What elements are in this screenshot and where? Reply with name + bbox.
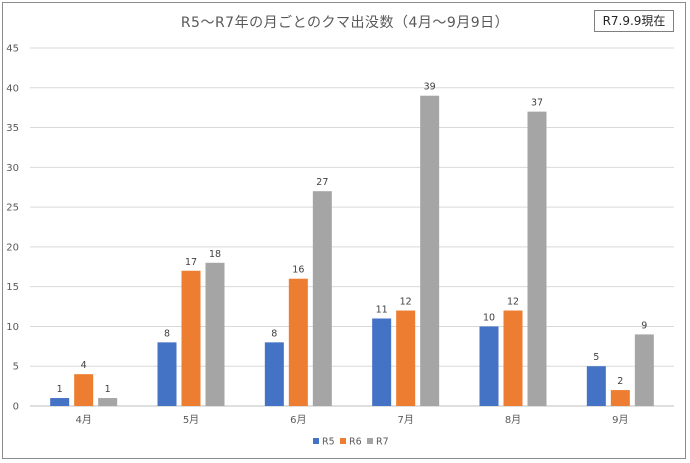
bar-R5-1	[157, 342, 177, 406]
y-tick-label: 0	[13, 402, 19, 413]
y-tick-label: 10	[6, 322, 19, 333]
data-label: 1	[105, 384, 111, 395]
bar-R6-0	[74, 374, 94, 406]
bar-R7-2	[312, 191, 332, 406]
data-label: 27	[316, 177, 328, 188]
x-tick-label: 8月	[505, 414, 521, 426]
bar-R6-4	[503, 310, 523, 406]
bar-R5-2	[264, 342, 284, 406]
legend-swatch	[367, 438, 373, 444]
data-label: 39	[424, 82, 436, 93]
bar-R6-2	[288, 278, 308, 406]
data-label: 4	[81, 360, 87, 371]
data-label: 2	[617, 376, 623, 387]
x-tick-label: 5月	[183, 414, 199, 426]
x-tick-label: 9月	[612, 414, 628, 426]
data-label: 12	[507, 297, 519, 308]
bar-R6-5	[610, 390, 630, 406]
bar-R5-4	[479, 326, 499, 406]
data-label: 9	[641, 320, 647, 331]
bar-R7-5	[634, 334, 654, 406]
data-label: 10	[483, 312, 495, 323]
legend-label: R7	[376, 437, 389, 448]
bar-R6-3	[396, 310, 416, 406]
bar-R7-3	[420, 95, 440, 406]
bar-R5-0	[50, 398, 70, 406]
data-label: 8	[271, 328, 277, 339]
x-tick-label: 6月	[290, 414, 306, 426]
gridlines	[30, 47, 674, 407]
y-tick-label: 35	[6, 123, 19, 134]
data-label: 1	[57, 384, 63, 395]
x-tick-label: 7月	[397, 414, 413, 426]
y-tick-label: 5	[13, 362, 19, 373]
data-label: 12	[400, 297, 412, 308]
y-tick-label: 25	[6, 203, 19, 214]
bar-R7-1	[205, 262, 225, 406]
data-label: 16	[292, 265, 304, 276]
data-label: 8	[164, 328, 170, 339]
bar-R7-0	[98, 398, 118, 406]
legend: R5 R6 R7	[313, 437, 389, 448]
chart-frame	[2, 2, 686, 459]
data-label: 18	[209, 249, 221, 260]
x-tick-label: 4月	[75, 414, 91, 426]
data-label: 5	[593, 352, 599, 363]
data-label: 11	[376, 304, 388, 315]
y-tick-label: 15	[6, 282, 19, 293]
bar-R5-5	[586, 366, 606, 406]
data-label: 37	[531, 98, 543, 109]
legend-swatch	[340, 438, 346, 444]
legend-label: R5	[322, 437, 335, 448]
y-tick-label: 45	[6, 44, 19, 55]
chart-title: R5〜R7年の月ごとのクマ出没数（4月〜9月9日）	[180, 15, 510, 31]
x-axis-ticks: 4月 5月 6月 7月 8月 9月	[75, 414, 628, 426]
y-tick-label: 40	[6, 83, 19, 94]
date-badge: R7.9.9現在	[594, 10, 674, 32]
y-tick-label: 20	[6, 242, 19, 253]
y-axis-ticks: 0 5 10 15 20 25 30 35 40 45	[6, 44, 19, 413]
bar-R6-1	[181, 270, 201, 406]
legend-label: R6	[349, 437, 362, 448]
y-tick-label: 30	[6, 163, 19, 174]
legend-swatch	[313, 438, 319, 444]
bar-R7-4	[527, 111, 547, 407]
bar-R5-3	[372, 318, 392, 406]
data-label: 17	[185, 257, 197, 268]
